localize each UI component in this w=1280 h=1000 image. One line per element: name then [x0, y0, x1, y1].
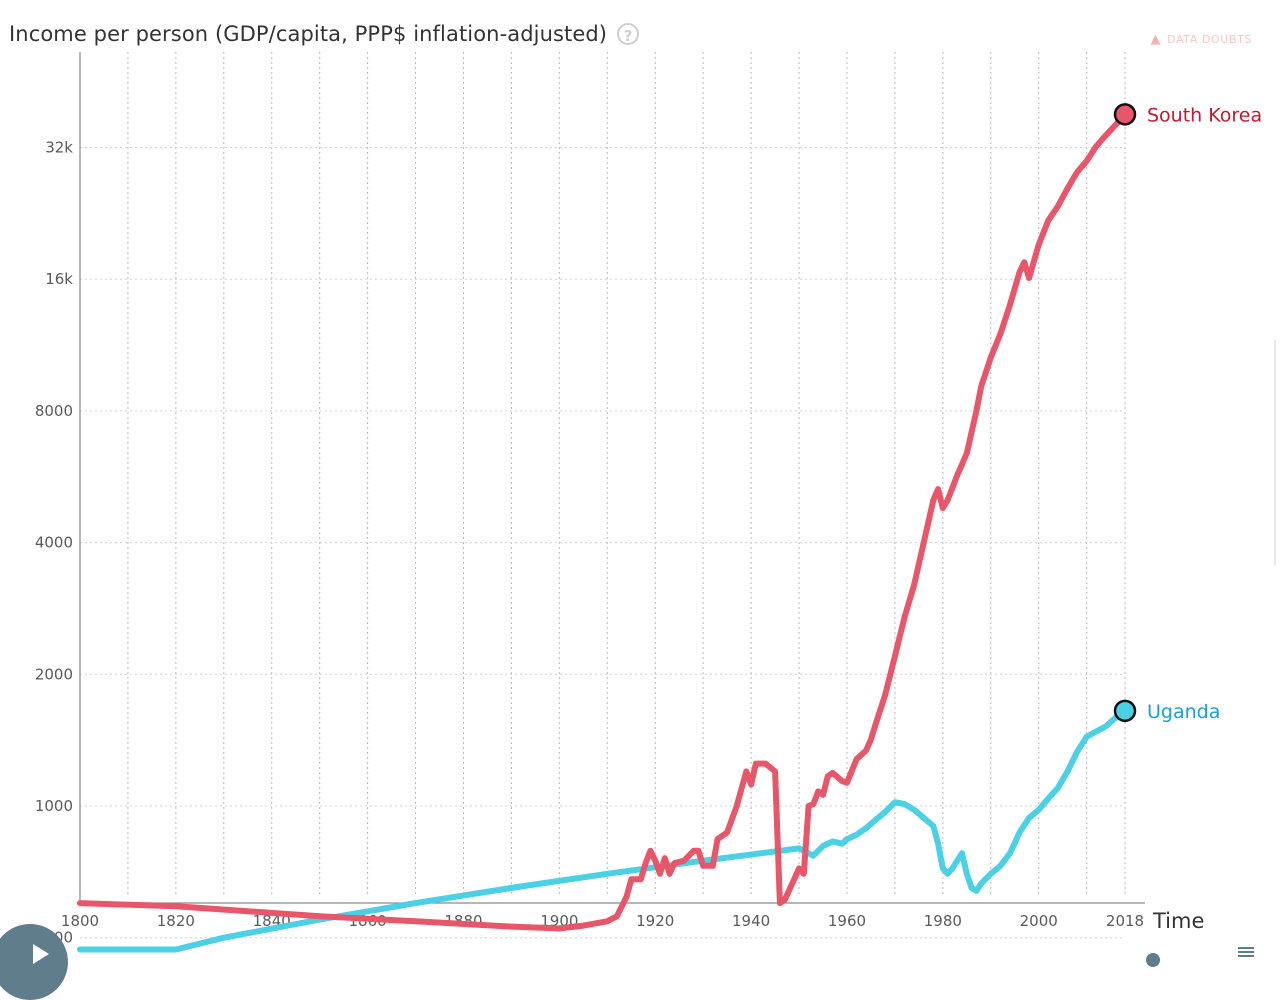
y-tick-label: 8000: [35, 402, 73, 420]
help-icon[interactable]: ?: [617, 23, 640, 45]
y-tick-label: 1000: [35, 797, 73, 815]
series-line-uganda: [77, 707, 1128, 953]
play-icon: [33, 944, 49, 964]
chart-title[interactable]: Income per person (GDP/capita, PPP$ infl…: [9, 22, 640, 46]
x-tick-label: 1980: [924, 912, 962, 930]
series-label-uganda: Uganda: [1147, 701, 1220, 723]
end-marker-south-korea: [1113, 103, 1137, 126]
series-label-south-korea: South Korea: [1147, 104, 1262, 126]
line-chart: 1800 1820 1840 1860 1880 1900 1920 1940 1960 1980…: [35, 52, 1262, 953]
warning-icon: ▲: [1150, 32, 1162, 47]
x-tick-label: 1920: [636, 912, 674, 930]
play-button[interactable]: [0, 924, 68, 1000]
end-marker-uganda: [1113, 699, 1137, 723]
time-slider-handle[interactable]: [1146, 953, 1160, 967]
x-tick-label: 2018: [1106, 912, 1144, 930]
data-doubts-link[interactable]: ▲ DATA DOUBTS: [1151, 32, 1252, 47]
x-tick-label: 2000: [1020, 912, 1058, 930]
x-tick-label: 1820: [157, 912, 195, 930]
series-line-south-korea: [77, 111, 1128, 932]
y-tick-label: 32k: [45, 138, 73, 156]
chart-title-text: Income per person (GDP/capita, PPP$ infl…: [9, 22, 608, 46]
speed-icon[interactable]: [1238, 947, 1254, 958]
y-tick-label: 4000: [35, 534, 73, 552]
y-tick-label: 2000: [35, 665, 73, 683]
scroll-edge: [1274, 340, 1276, 565]
x-axis-label: Time: [1152, 909, 1204, 933]
x-tick-label: 1800: [61, 912, 99, 930]
data-doubts-label: DATA DOUBTS: [1167, 33, 1252, 46]
x-tick-label: 1940: [732, 912, 770, 930]
y-tick-label: 16k: [45, 270, 73, 288]
x-tick-label: 1960: [828, 912, 866, 930]
